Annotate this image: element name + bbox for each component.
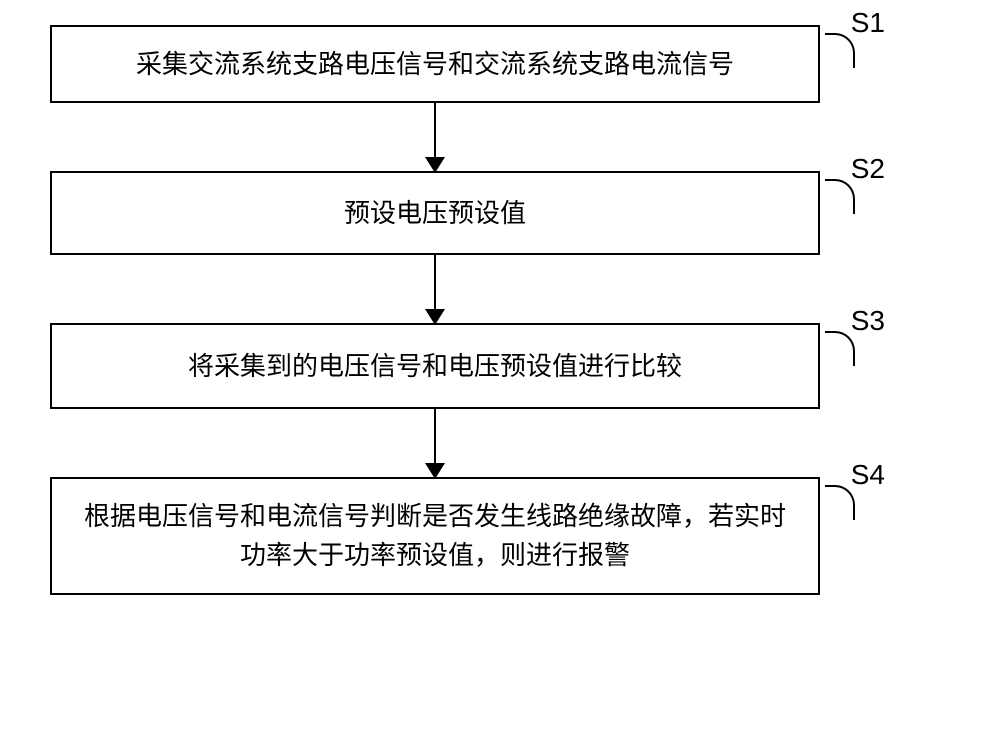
step-box-s1: 采集交流系统支路电压信号和交流系统支路电流信号 [50, 25, 820, 103]
step-row-s3: 将采集到的电压信号和电压预设值进行比较 S3 [50, 323, 950, 409]
flowchart-container: 采集交流系统支路电压信号和交流系统支路电流信号 S1 预设电压预设值 S2 将采… [50, 25, 950, 595]
step-label-s3: S3 [851, 305, 885, 337]
step-box-s2: 预设电压预设值 [50, 171, 820, 255]
step-text-s1: 采集交流系统支路电压信号和交流系统支路电流信号 [136, 45, 734, 84]
arrow-s3-s4 [50, 409, 820, 477]
step-label-s2: S2 [851, 153, 885, 185]
step-box-s3: 将采集到的电压信号和电压预设值进行比较 [50, 323, 820, 409]
arrow-s2-s3 [50, 255, 820, 323]
step-text-s3: 将采集到的电压信号和电压预设值进行比较 [188, 347, 682, 386]
step-text-s2: 预设电压预设值 [344, 194, 526, 233]
step-box-s4: 根据电压信号和电流信号判断是否发生线路绝缘故障，若实时功率大于功率预设值，则进行… [50, 477, 820, 595]
step-text-s4: 根据电压信号和电流信号判断是否发生线路绝缘故障，若实时功率大于功率预设值，则进行… [72, 497, 798, 575]
step-label-s4: S4 [851, 459, 885, 491]
step-row-s4: 根据电压信号和电流信号判断是否发生线路绝缘故障，若实时功率大于功率预设值，则进行… [50, 477, 950, 595]
arrow-s1-s2 [50, 103, 820, 171]
step-label-s1: S1 [851, 7, 885, 39]
step-row-s2: 预设电压预设值 S2 [50, 171, 950, 255]
step-row-s1: 采集交流系统支路电压信号和交流系统支路电流信号 S1 [50, 25, 950, 103]
